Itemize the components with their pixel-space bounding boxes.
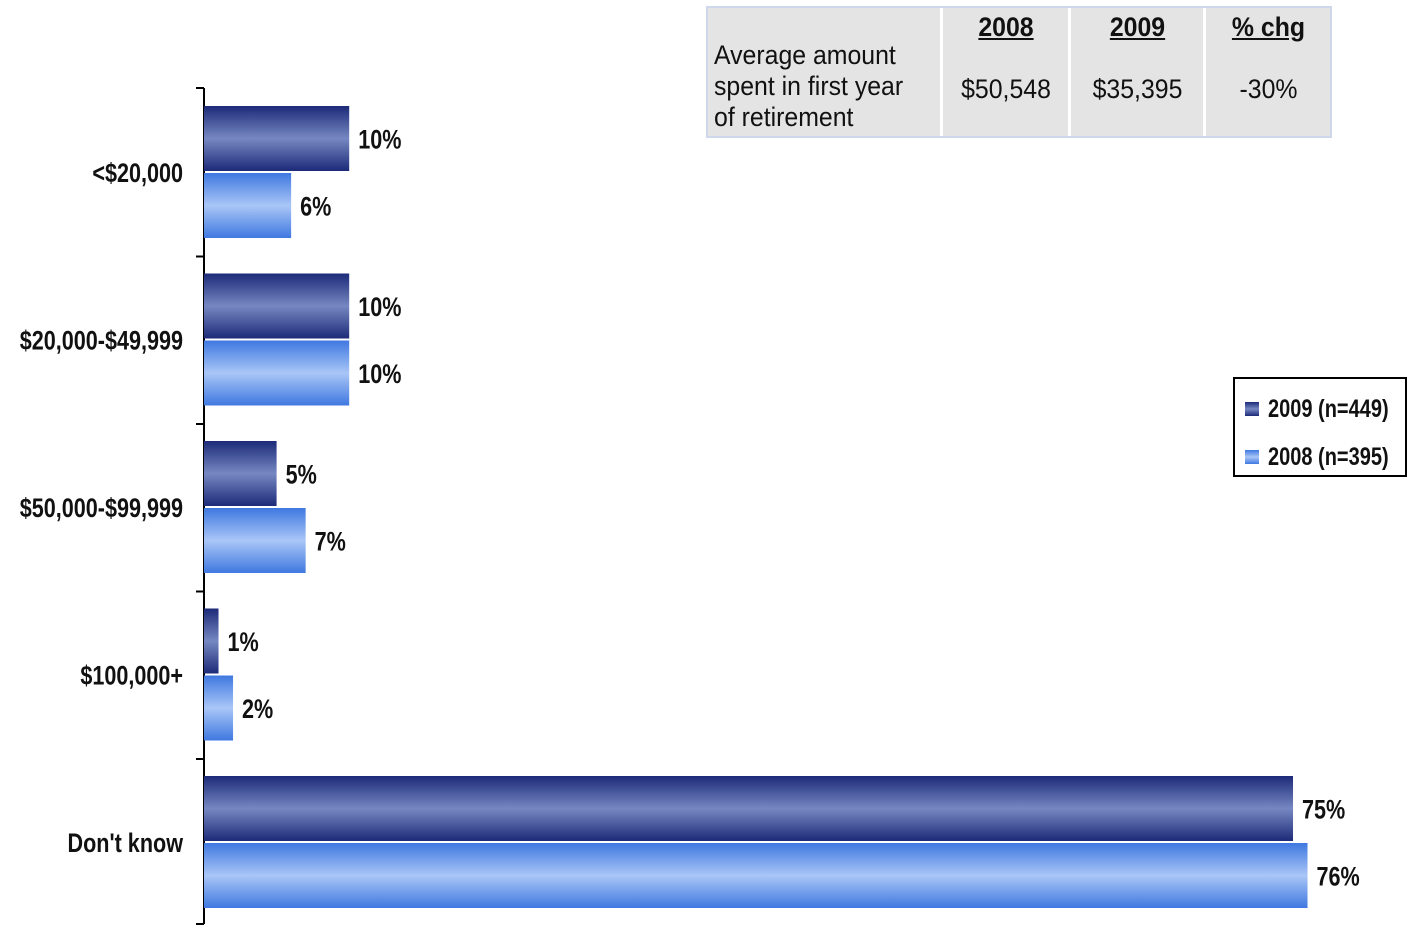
header-2009: 2009 [1109,12,1166,42]
bar-2008 [204,675,234,741]
bar-2008 [204,173,292,238]
data-label-2009: 75% [1302,795,1345,825]
data-label-2009: 10% [358,293,401,323]
data-label-2009: 10% [358,125,401,155]
legend-label-2008: 2008 (n=395) [1268,442,1389,471]
category-label: $50,000-$99,999 [20,494,183,524]
legend-swatch-2009 [1245,402,1259,416]
column-divider [1068,8,1071,136]
data-label-2009: 1% [228,628,259,658]
category-label: Don't know [68,829,184,859]
bar-2008 [204,508,306,573]
category-label: $20,000-$49,999 [20,326,183,356]
legend-swatch-2008 [1245,450,1259,464]
bar-2009 [204,441,277,506]
bar-2009 [204,106,350,171]
category-label: $100,000+ [80,661,183,691]
bar-2008 [204,340,350,406]
data-label-2008: 10% [358,360,401,390]
value-2008: $50,548 [961,74,1051,104]
summary-row-label: Average amount spent in first year of re… [714,40,904,132]
category-labels: <$20,000 $20,000-$49,999 $50,000-$99,999 $1… [20,159,184,859]
bars [204,106,1308,908]
y-axis [196,87,205,925]
data-label-2008: 6% [300,192,331,222]
value-2009: $35,395 [1092,74,1183,104]
bar-2009 [204,273,350,339]
bar-2008 [204,843,1308,908]
data-labels: 10% 6% 10% 10% 5% 7% 1% 2% 75% 76% [228,125,1360,892]
data-label-2009: 5% [286,460,317,490]
legend: 2009 (n=449) 2008 (n=395) [1233,377,1407,477]
data-label-2008: 7% [315,527,346,557]
column-divider [940,8,943,136]
bar-2009 [204,776,1293,841]
legend-label-2009: 2009 (n=449) [1268,394,1389,423]
category-label: <$20,000 [92,159,183,189]
header-pct-change: % chg [1231,12,1306,42]
header-2008: 2008 [978,12,1034,42]
legend-item-2009: 2009 (n=449) [1245,394,1414,424]
data-label-2008: 2% [242,695,273,725]
column-divider [1203,8,1206,136]
data-label-2008: 76% [1317,862,1360,892]
summary-table: Average amount spent in first year of re… [706,6,1332,138]
legend-item-2008: 2008 (n=395) [1245,442,1414,472]
bar-2009 [204,608,219,674]
value-pct-change: -30% [1239,74,1298,104]
